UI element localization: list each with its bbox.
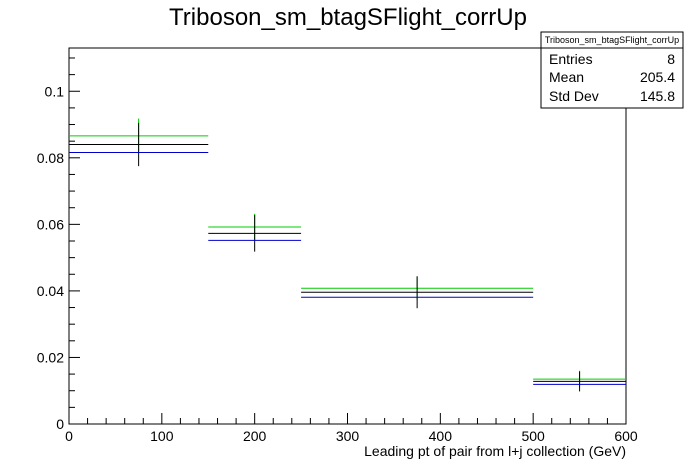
y-tick-label: 0.1 [45,83,65,99]
x-tick-label: 400 [429,428,453,444]
x-tick-label: 500 [521,428,545,444]
stats-mean-label: Mean [549,69,584,85]
chart-title: Triboson_sm_btagSFlight_corrUp [169,4,527,31]
stats-mean-value: 205.4 [640,69,675,85]
x-tick-label: 200 [243,428,267,444]
stats-stddev-value: 145.8 [640,88,675,104]
x-tick-label: 0 [65,428,73,444]
x-tick-label: 600 [614,428,638,444]
x-tick-label: 300 [336,428,360,444]
x-tick-label: 100 [150,428,174,444]
histogram-series [69,118,626,392]
y-axis: 0 0.02 0.04 0.06 0.08 0.1 [37,57,80,432]
stats-entries-label: Entries [549,51,593,67]
stats-box: Triboson_sm_btagSFlight_corrUp Entries 8… [540,31,684,109]
x-axis-title: Leading pt of pair from l+j collection (… [364,443,626,459]
stats-box-title: Triboson_sm_btagSFlight_corrUp [545,35,679,45]
y-tick-label: 0.04 [37,283,64,299]
x-axis: 0 100 200 300 400 500 600 [65,413,638,444]
y-tick-label: 0.08 [37,150,64,166]
stats-box-border [540,31,684,109]
y-tick-label: 0.06 [37,216,64,232]
y-tick-label: 0 [56,416,64,432]
y-tick-label: 0.02 [37,349,64,365]
stats-entries-value: 8 [667,51,675,67]
stats-stddev-label: Std Dev [549,88,599,104]
